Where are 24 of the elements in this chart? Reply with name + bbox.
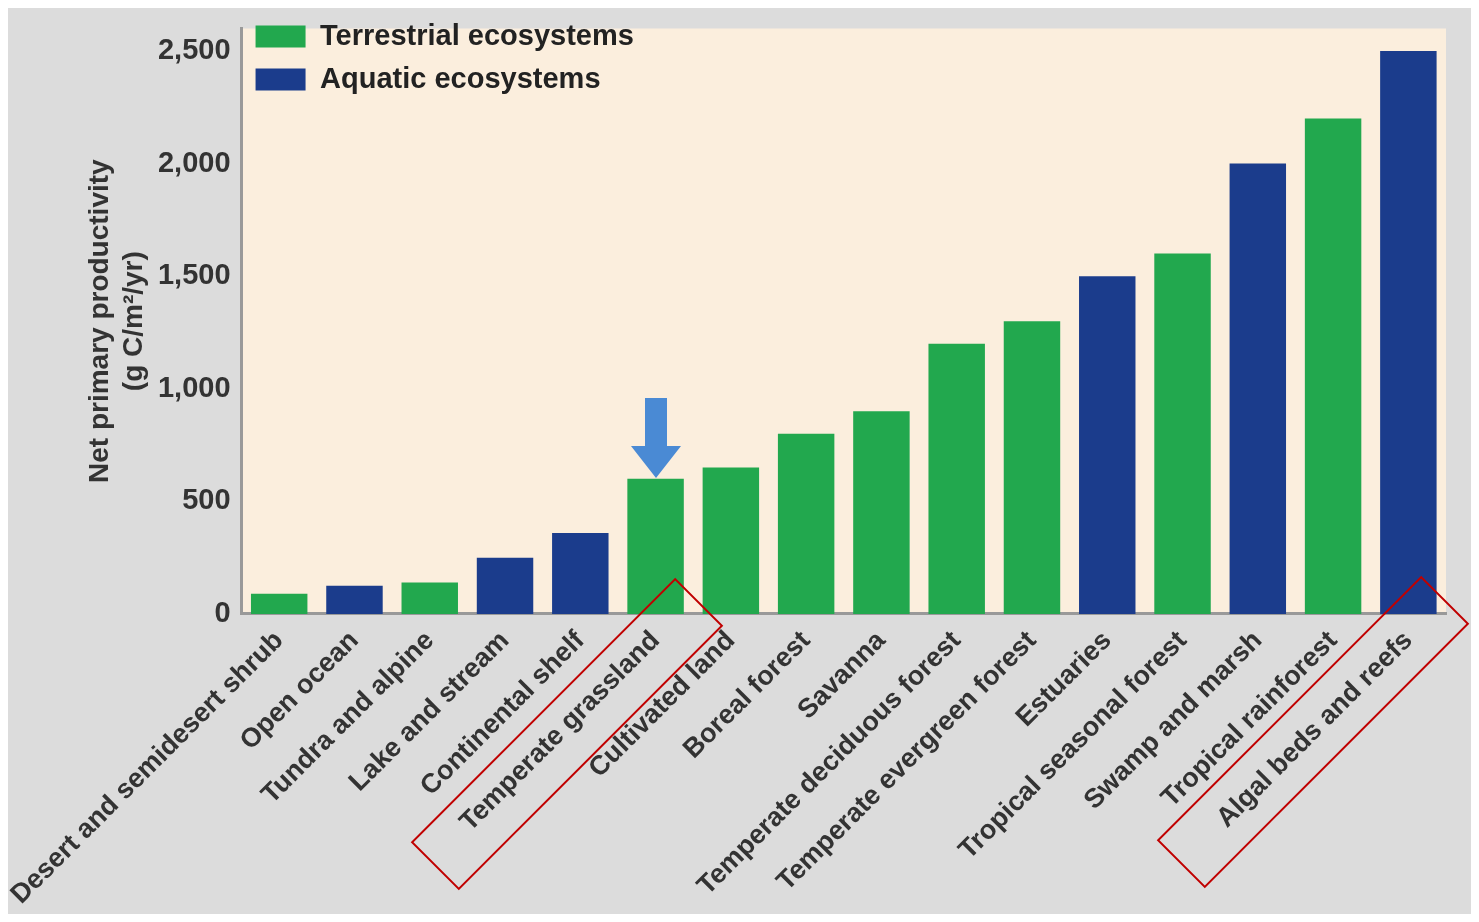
y-tick-label: 500 [182, 483, 231, 516]
bar [250, 593, 308, 614]
bar [326, 585, 383, 614]
bar [1154, 253, 1211, 614]
bar [777, 433, 835, 614]
y-tick-label: 1,000 [157, 370, 231, 403]
bar [1304, 118, 1362, 614]
y-axis-title: Net primary productivity (g C/m²/yr) [83, 158, 148, 483]
bar [1003, 321, 1061, 614]
bar [1079, 276, 1136, 614]
bar [1380, 50, 1437, 614]
bar [928, 343, 985, 614]
legend-label: Aquatic ecosystems [320, 61, 601, 94]
legend-label: Terrestrial ecosystems [320, 18, 634, 51]
bar [853, 411, 910, 614]
bar [401, 582, 458, 614]
bar [1229, 163, 1287, 614]
y-tick-label: 0 [214, 595, 231, 628]
y-tick-label: 2,500 [157, 32, 231, 65]
bar [702, 467, 760, 614]
bar [476, 557, 534, 614]
y-tick-label: 2,000 [157, 145, 231, 178]
y-tick-label: 1,500 [157, 258, 231, 291]
bar [552, 532, 609, 614]
